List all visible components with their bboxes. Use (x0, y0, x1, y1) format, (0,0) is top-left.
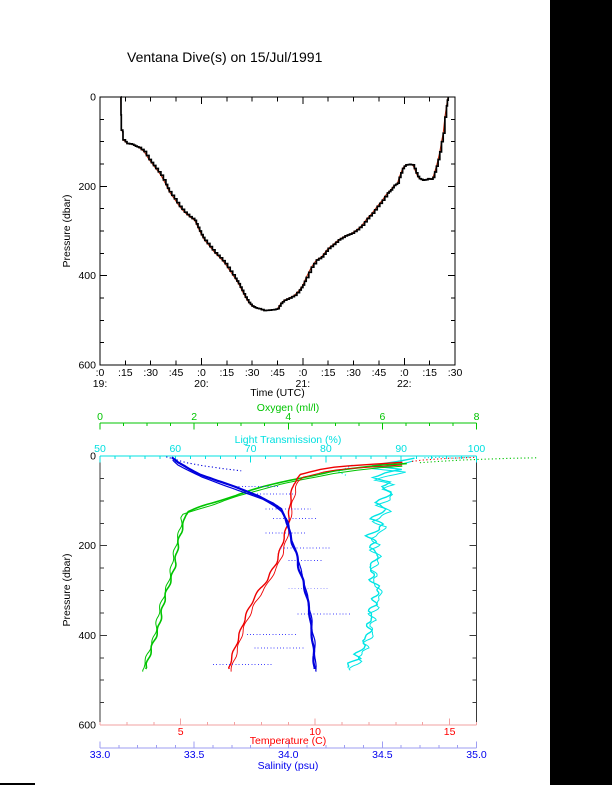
light-transmission-axis-label: Light Transmission (%) (234, 434, 342, 446)
light-tick-label: 60 (169, 443, 181, 455)
light-tick-label: 90 (395, 443, 407, 455)
salinity-downcast-line (171, 456, 316, 669)
oxygen-axis: 0 2 4 6 8 (97, 411, 480, 430)
light-tick-label: 70 (245, 443, 257, 455)
temperature-upcast-line (230, 464, 403, 672)
time-tick-label: :15 (422, 367, 437, 379)
time-tick-label: :30 (346, 367, 361, 379)
salinity-tick-label: 33.5 (184, 749, 205, 761)
pressure-tick-label: 400 (78, 630, 96, 642)
temperature-downcast-line (228, 461, 403, 670)
oxygen-tick-label: 4 (285, 411, 291, 423)
light-tick-label: 100 (468, 443, 486, 455)
light-transmission-downcast-line (347, 457, 415, 668)
top-pressure-axis-label: Pressure (dbar) (60, 194, 73, 268)
light-tick-label: 50 (94, 443, 106, 455)
oxygen-axis-label: Oxygen (ml/l) (256, 402, 320, 414)
salinity-tick-label: 35.0 (466, 749, 487, 761)
salinity-tick-label: 34.0 (278, 749, 299, 761)
salinity-tick-label: 34.5 (372, 749, 393, 761)
pressure-tick-label: 600 (78, 360, 96, 372)
time-tick-label: :30 (245, 367, 260, 379)
pressure-tick-label: 200 (78, 181, 96, 193)
top-plot-frame (99, 96, 456, 366)
time-tick-label: :45 (270, 367, 285, 379)
hour-label: 19: (93, 378, 108, 390)
top-plot: :0 :15 :30 :45 :0 :15 :30 :45 :0 :15 :30 :45 :0 :15 :3… (78, 92, 462, 391)
pressure-tick-label: 0 (90, 92, 96, 104)
oxygen-tick-label: 0 (97, 411, 103, 423)
time-tick-label: :0 (96, 367, 105, 379)
pressure-tick-label: 600 (78, 720, 96, 732)
dive-profile-underline (120, 96, 449, 312)
pressure-tick-label: 400 (78, 270, 96, 282)
oxygen-tick-label: 8 (474, 411, 480, 423)
salinity-axis-label: Salinity (psu) (257, 760, 319, 772)
temperature-series (228, 456, 477, 672)
temperature-tick-label: 15 (444, 726, 456, 738)
pressure-tick-label: 0 (90, 451, 96, 463)
hour-label: 20: (194, 378, 209, 390)
oxygen-series (142, 457, 538, 672)
temperature-tick-label: 5 (178, 726, 184, 738)
light-transmission-series (337, 456, 470, 671)
temperature-axis-label: Temperature (C) (249, 735, 327, 747)
bottom-black-sliver (0, 783, 35, 785)
dive-profile-line (120, 96, 450, 312)
time-tick-label: :45 (372, 367, 387, 379)
time-tick-label: :15 (118, 367, 133, 379)
time-tick-label: :45 (169, 367, 184, 379)
time-axis-label: Time (UTC) (250, 387, 305, 399)
hour-label: 21: (296, 378, 311, 390)
time-tick-label: :0 (197, 367, 206, 379)
time-tick-label: :30 (448, 367, 463, 379)
time-tick-label: :0 (400, 367, 409, 379)
time-tick-label: :15 (219, 367, 234, 379)
oxygen-tick-label: 2 (191, 411, 197, 423)
salinity-upcast-line (172, 459, 317, 672)
light-tick-label: 80 (320, 443, 332, 455)
light-axis: 50 60 70 80 90 100 (94, 443, 485, 463)
temperature-axis: 5 10 15 (99, 718, 477, 738)
temperature-tick-label: 10 (309, 726, 321, 738)
time-tick-label: :15 (321, 367, 336, 379)
chart-title: Ventana Dive(s) on 15/Jul/1991 (127, 49, 323, 65)
salinity-tick-label: 33.0 (90, 749, 111, 761)
bottom-plot: 200 400 600 0 (78, 451, 477, 732)
oxygen-downcast-line (144, 462, 407, 670)
salinity-series (166, 456, 351, 672)
light-transmission-upcast-line (348, 460, 414, 671)
oxygen-tick-label: 6 (379, 411, 385, 423)
right-black-strip (550, 0, 612, 785)
pressure-tick-label: 200 (78, 540, 96, 552)
bottom-pressure-axis-label: Pressure (dbar) (60, 553, 73, 627)
surface-scatter-trail (424, 456, 470, 459)
oxygen-upcast-line (142, 465, 403, 672)
surface-scatter-trail (419, 457, 538, 464)
time-tick-label: :30 (143, 367, 158, 379)
salinity-axis: 33.0 33.5 34.0 34.5 35.0 (90, 741, 487, 761)
time-tick-label: :0 (298, 367, 307, 379)
hour-label: 22: (397, 378, 412, 390)
surface-scatter-trail (166, 456, 242, 472)
